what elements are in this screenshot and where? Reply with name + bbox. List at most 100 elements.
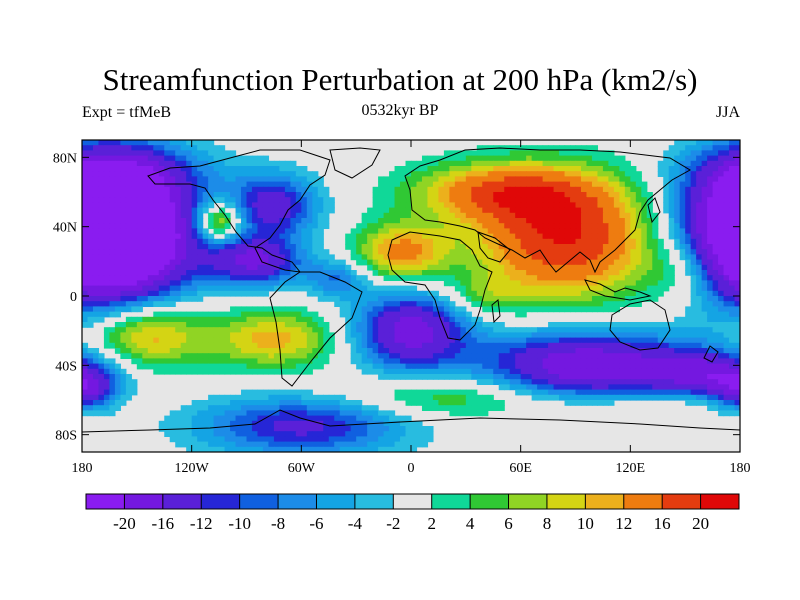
field-cell [460, 363, 467, 370]
field-cell [92, 160, 100, 167]
field-cell [131, 166, 138, 172]
field-cell [575, 285, 582, 292]
field-cell [416, 264, 423, 271]
field-cell [82, 259, 89, 266]
field-cell [454, 353, 461, 359]
field-cell [186, 332, 193, 339]
field-cell [257, 311, 264, 318]
field-cell [164, 140, 171, 146]
field-cell [142, 332, 149, 339]
field-cell [114, 197, 121, 203]
field-cell [383, 368, 390, 375]
field-cell [251, 228, 259, 235]
field-cell [290, 342, 297, 349]
field-cell [125, 374, 132, 380]
field-cell [635, 171, 642, 177]
field-cell [389, 207, 396, 214]
field-cell [103, 249, 111, 255]
field-cell [279, 244, 286, 250]
field-cell [542, 223, 549, 229]
field-cell [169, 223, 176, 229]
field-cell [657, 363, 664, 370]
field-cell [131, 332, 138, 339]
field-cell [191, 155, 198, 162]
field-cell [564, 306, 571, 313]
field-cell [493, 368, 500, 375]
field-cell [213, 280, 220, 287]
field-cell [548, 389, 555, 396]
field-cell [114, 296, 121, 302]
field-cell [696, 280, 703, 287]
field-cell [432, 342, 440, 349]
field-cell [411, 176, 418, 183]
field-cell [608, 363, 615, 370]
field-cell [142, 223, 149, 229]
field-cell [92, 394, 100, 401]
field-cell [142, 290, 149, 297]
field-cell [696, 212, 703, 219]
field-cell [734, 192, 740, 198]
field-cell [471, 202, 478, 209]
field-cell [498, 348, 505, 354]
field-cell [674, 197, 681, 203]
field-cell [372, 202, 379, 209]
field-cell [169, 202, 176, 209]
field-cell [630, 342, 637, 349]
field-cell [515, 202, 522, 209]
field-cell [548, 301, 555, 307]
field-cell [125, 192, 132, 198]
field-cell [328, 207, 335, 214]
field-cell [657, 264, 664, 271]
field-cell [290, 192, 297, 198]
field-cell [312, 207, 319, 214]
field-cell [109, 311, 116, 318]
field-cell [690, 233, 697, 240]
field-cell [696, 374, 703, 380]
field-cell [526, 379, 533, 385]
field-cell [542, 150, 549, 157]
field-cell [114, 166, 121, 172]
field-cell [131, 140, 138, 146]
field-cell [383, 259, 390, 266]
field-cell [125, 223, 132, 229]
field-cell [613, 197, 620, 203]
field-cell [701, 301, 708, 307]
field-cell [361, 342, 368, 349]
field-cell [531, 384, 538, 391]
field-cell [542, 280, 549, 287]
field-cell [696, 150, 703, 157]
field-cell [367, 207, 374, 214]
field-cell [482, 233, 489, 240]
field-cell [251, 197, 259, 203]
field-cell [515, 186, 522, 193]
field-cell [690, 212, 697, 219]
field-cell [339, 280, 346, 287]
field-cell [103, 306, 111, 313]
field-cell [476, 238, 483, 245]
field-cell [175, 186, 182, 193]
field-cell [553, 270, 560, 276]
field-cell [646, 254, 653, 261]
field-cell [290, 186, 297, 193]
field-cell [394, 322, 401, 328]
field-cell [548, 306, 555, 313]
field-cell [120, 332, 127, 339]
field-cell [553, 197, 560, 203]
field-cell [367, 285, 374, 292]
field-cell [92, 223, 100, 229]
field-cell [460, 316, 467, 323]
field-cell [125, 337, 132, 344]
field-cell [87, 296, 94, 302]
field-cell [471, 192, 478, 198]
field-cell [597, 353, 604, 359]
field-cell [712, 238, 719, 245]
field-cell [679, 358, 686, 365]
field-cell [564, 160, 571, 167]
field-cell [674, 150, 681, 157]
field-cell [191, 171, 198, 177]
field-cell [169, 353, 176, 359]
field-cell [734, 259, 740, 266]
field-cell [652, 264, 659, 271]
field-cell [416, 389, 423, 396]
field-cell [526, 280, 533, 287]
